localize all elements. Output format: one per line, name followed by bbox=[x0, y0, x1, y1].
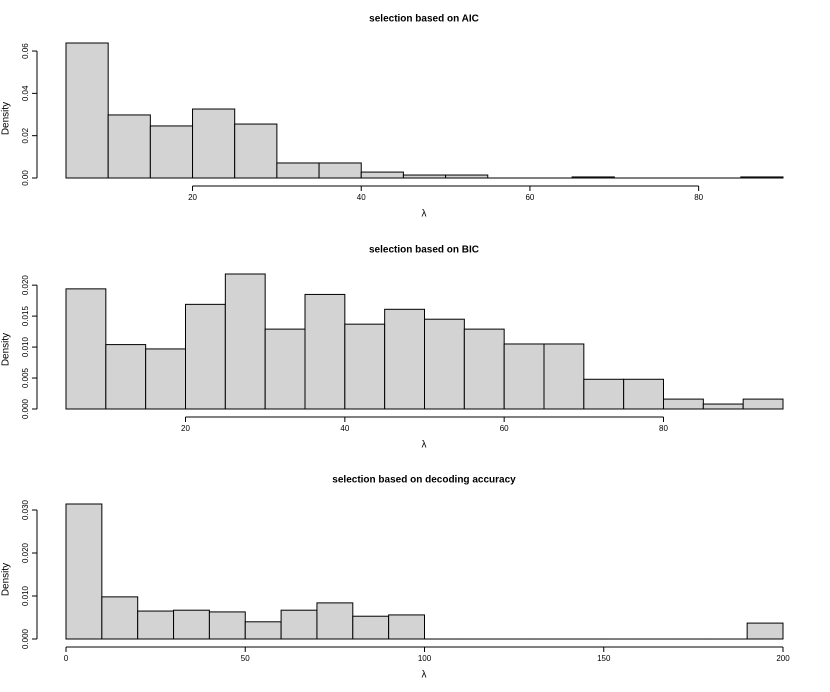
bar bbox=[702, 403, 744, 410]
x-tick-label: 60 bbox=[525, 193, 534, 202]
x-tick-label: 100 bbox=[418, 654, 432, 663]
x-tick-label: 0 bbox=[64, 654, 69, 663]
x-axis-label: λ bbox=[422, 670, 427, 681]
bar bbox=[244, 621, 282, 640]
chart-title: selection based on decoding accuracy bbox=[332, 475, 516, 486]
x-tick-label: 80 bbox=[694, 193, 703, 202]
bar bbox=[344, 323, 386, 410]
bar bbox=[543, 343, 585, 410]
bar bbox=[65, 288, 107, 410]
bar bbox=[740, 176, 784, 179]
bar bbox=[402, 174, 447, 179]
bar bbox=[388, 614, 425, 640]
y-tick-label: 0.015 bbox=[21, 306, 30, 327]
bar bbox=[384, 308, 425, 410]
y-tick-label: 0.000 bbox=[21, 398, 30, 419]
chart-title: selection based on BIC bbox=[369, 245, 479, 256]
x-tick-label: 20 bbox=[181, 424, 190, 433]
bar bbox=[360, 171, 404, 179]
bar bbox=[65, 42, 109, 179]
bar bbox=[276, 162, 320, 179]
bar bbox=[503, 343, 545, 410]
x-tick-label: 60 bbox=[500, 424, 509, 433]
bar bbox=[746, 622, 784, 640]
bar bbox=[264, 328, 306, 410]
bar bbox=[742, 398, 784, 410]
bar bbox=[234, 123, 278, 179]
bar bbox=[105, 344, 147, 410]
x-tick-label: 80 bbox=[659, 424, 668, 433]
x-tick-label: 150 bbox=[597, 654, 611, 663]
bar bbox=[583, 378, 625, 410]
x-tick-label: 200 bbox=[776, 654, 790, 663]
bar bbox=[101, 596, 139, 640]
bar bbox=[137, 610, 175, 640]
y-tick-label: 0.010 bbox=[21, 337, 30, 358]
bar bbox=[663, 398, 704, 410]
chart-title: selection based on AIC bbox=[369, 14, 479, 25]
bar bbox=[571, 176, 615, 179]
y-tick-label: 0.020 bbox=[21, 275, 30, 296]
bar bbox=[280, 609, 318, 640]
bar bbox=[623, 378, 665, 410]
bar bbox=[145, 348, 187, 410]
y-axis-label: Density bbox=[1, 563, 12, 596]
bar bbox=[185, 303, 226, 410]
bar bbox=[173, 609, 210, 640]
x-tick-label: 40 bbox=[340, 424, 349, 433]
bar bbox=[316, 602, 354, 640]
y-tick-label: 0.005 bbox=[21, 367, 30, 388]
bar bbox=[208, 611, 246, 640]
bar bbox=[65, 503, 103, 640]
bar bbox=[107, 114, 151, 179]
bar bbox=[149, 125, 194, 179]
bar bbox=[424, 318, 465, 410]
y-tick-label: 0.06 bbox=[21, 43, 30, 59]
x-tick-label: 40 bbox=[357, 193, 366, 202]
y-tick-label: 0.02 bbox=[21, 127, 30, 143]
x-axis-label: λ bbox=[422, 440, 427, 451]
y-axis-label: Density bbox=[1, 102, 12, 135]
x-tick-label: 20 bbox=[188, 193, 197, 202]
x-axis-label: λ bbox=[422, 209, 427, 220]
bar bbox=[463, 328, 505, 410]
bar bbox=[192, 108, 236, 179]
y-tick-label: 0.020 bbox=[21, 542, 30, 563]
y-tick-label: 0.04 bbox=[21, 85, 30, 101]
x-tick-label: 50 bbox=[241, 654, 250, 663]
y-tick-label: 0.030 bbox=[21, 499, 30, 520]
bar bbox=[224, 273, 266, 410]
y-tick-label: 0.00 bbox=[21, 170, 30, 186]
y-tick-label: 0.010 bbox=[21, 585, 30, 606]
bar bbox=[352, 615, 390, 640]
bar bbox=[445, 174, 489, 179]
bar bbox=[304, 293, 346, 410]
bar bbox=[318, 162, 362, 179]
y-tick-label: 0.000 bbox=[21, 628, 30, 649]
y-axis-label: Density bbox=[1, 333, 12, 366]
